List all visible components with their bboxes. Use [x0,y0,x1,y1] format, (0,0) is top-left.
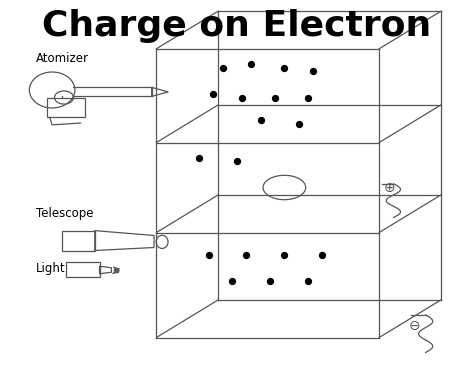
Point [243,252,250,258]
Point [233,158,241,164]
Point [257,117,264,123]
Point [210,91,217,97]
Text: Atomizer: Atomizer [36,52,89,64]
Point [281,252,288,258]
Point [319,252,326,258]
Point [219,64,227,70]
Point [195,154,203,160]
Point [281,64,288,70]
Text: Light: Light [36,262,65,274]
Point [304,94,312,100]
Point [271,94,279,100]
Text: ⊖: ⊖ [409,319,420,333]
Point [304,278,312,284]
Text: Telescope: Telescope [36,207,93,220]
Text: Charge on Electron: Charge on Electron [42,9,432,44]
Point [309,68,317,74]
Point [266,278,274,284]
Point [205,252,212,258]
Point [247,61,255,67]
Point [228,278,236,284]
Point [238,94,246,100]
Text: ⊕: ⊕ [384,180,395,195]
Point [295,121,302,127]
